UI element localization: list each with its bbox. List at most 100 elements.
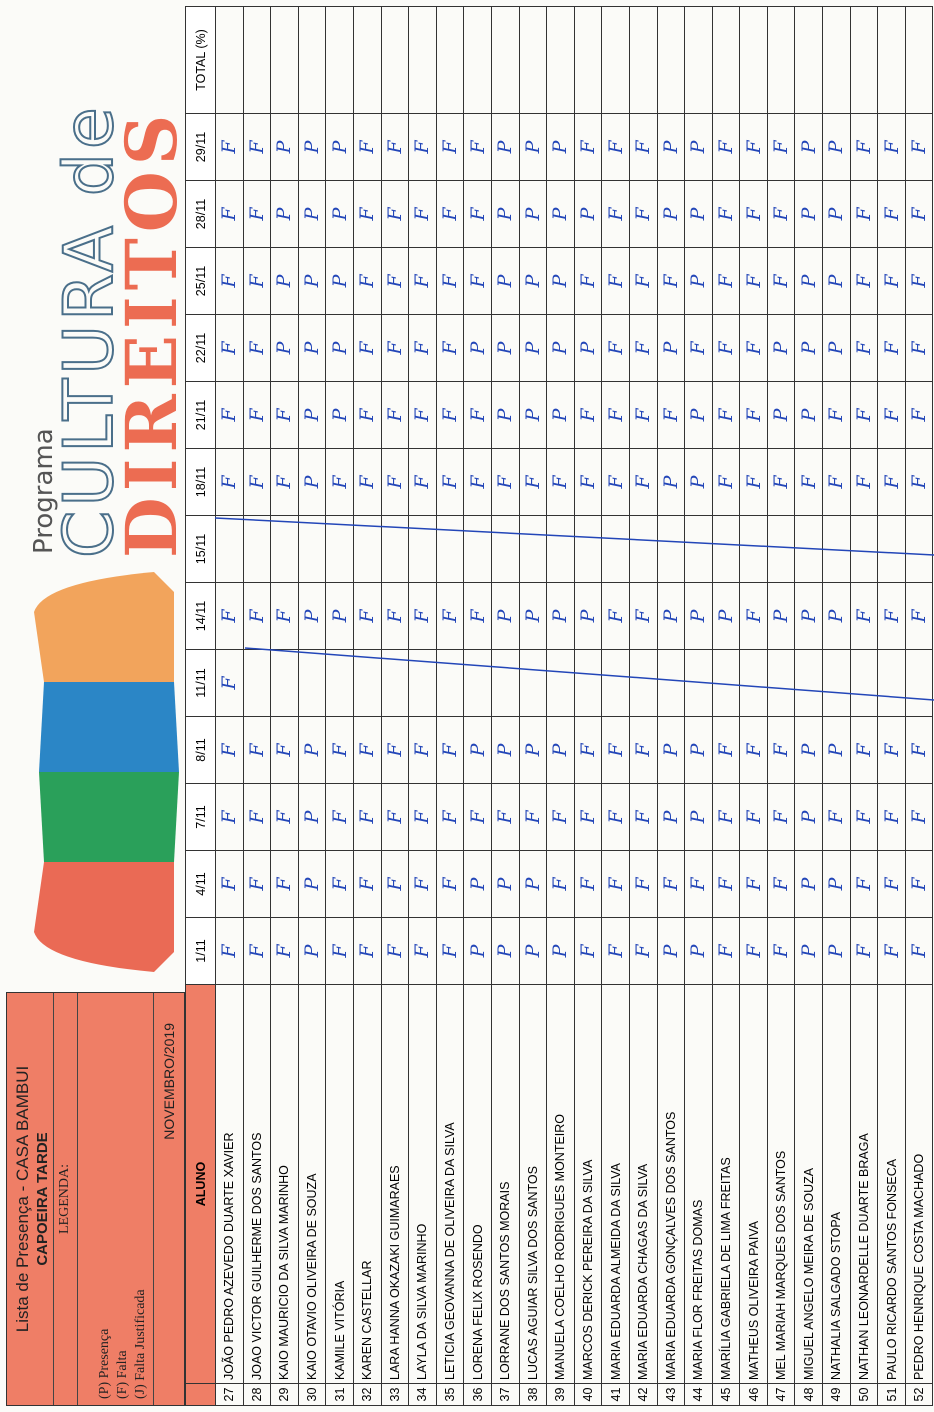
column-header: ALUNO bbox=[185, 984, 216, 1384]
total-cell bbox=[712, 6, 740, 114]
attendance-mark bbox=[243, 515, 271, 583]
attendance-mark: F bbox=[905, 113, 933, 181]
attendance-mark: F bbox=[712, 783, 740, 851]
attendance-mark: F bbox=[353, 716, 382, 784]
row-number: 44 bbox=[684, 1383, 713, 1406]
attendance-mark: F bbox=[270, 381, 299, 449]
attendance-mark: F bbox=[353, 783, 382, 851]
attendance-mark bbox=[684, 515, 713, 583]
attendance-mark: P bbox=[519, 716, 547, 784]
student-row: 32 KAREN CASTELLAR F F F F F F F F F F F bbox=[353, 6, 382, 1406]
attendance-mark: P bbox=[574, 180, 602, 248]
student-row: 39 MANUELA COELHO RODRIGUES MONTEIRO P F F P P… bbox=[546, 6, 575, 1406]
student-name: KAIO OTAVIO OLIVEIRA DE SOUZA bbox=[298, 984, 326, 1384]
attendance-mark: F bbox=[629, 381, 657, 449]
attendance-mark: F bbox=[877, 314, 906, 382]
logo-page bbox=[39, 772, 179, 862]
student-name: PAULO RICARDO SANTOS FONSECA bbox=[877, 984, 906, 1384]
attendance-mark bbox=[381, 515, 409, 583]
attendance-mark: F bbox=[905, 180, 933, 248]
attendance-mark: F bbox=[215, 649, 244, 717]
attendance-mark: P bbox=[546, 314, 575, 382]
column-header: 8/11 bbox=[185, 716, 216, 784]
student-row: 40 MARCOS DERICK PEREIRA DA SILVA F F F F P F F P… bbox=[574, 6, 602, 1406]
total-cell bbox=[574, 6, 602, 114]
student-name: MARIA FLOR FREITAS DOMAS bbox=[684, 984, 713, 1384]
student-name: MARIA EDUARDA CHAGAS DA SILVA bbox=[629, 984, 657, 1384]
attendance-mark: F bbox=[601, 716, 630, 784]
row-number: 36 bbox=[463, 1383, 492, 1406]
attendance-mark: P bbox=[684, 917, 713, 985]
attendance-mark: P bbox=[822, 180, 851, 248]
total-cell bbox=[215, 6, 244, 114]
row-number: 49 bbox=[822, 1383, 851, 1406]
attendance-mark: P bbox=[519, 314, 547, 382]
attendance-mark: P bbox=[794, 850, 823, 918]
row-number: 37 bbox=[491, 1383, 520, 1406]
row-number: 43 bbox=[657, 1383, 685, 1406]
total-cell bbox=[739, 6, 768, 114]
attendance-mark: F bbox=[629, 113, 657, 181]
attendance-mark: F bbox=[243, 314, 271, 382]
attendance-mark: F bbox=[381, 716, 409, 784]
attendance-mark: F bbox=[574, 448, 602, 516]
attendance-mark: F bbox=[739, 247, 768, 315]
logo-line1: CULTURA de bbox=[50, 103, 129, 558]
attendance-mark bbox=[794, 649, 823, 717]
column-header: 29/11 bbox=[185, 113, 216, 181]
attendance-mark: P bbox=[822, 850, 851, 918]
attendance-mark bbox=[463, 649, 492, 717]
student-name: JOAO VICTOR GUILHERME DOS SANTOS bbox=[243, 984, 271, 1384]
attendance-mark: F bbox=[381, 180, 409, 248]
attendance-mark bbox=[546, 649, 575, 717]
attendance-mark: P bbox=[298, 247, 326, 315]
attendance-mark: F bbox=[381, 381, 409, 449]
attendance-mark: P bbox=[519, 113, 547, 181]
row-number: 52 bbox=[905, 1383, 933, 1406]
attendance-mark: P bbox=[657, 314, 685, 382]
attendance-mark: F bbox=[491, 448, 520, 516]
student-name: MIGUEL ANGELO MEIRA DE SOUZA bbox=[794, 984, 823, 1384]
total-cell bbox=[270, 6, 299, 114]
legend-title: LEGENDA: bbox=[57, 1164, 72, 1234]
student-name: LORRANE DOS SANTOS MORAIS bbox=[491, 984, 520, 1384]
attendance-mark: F bbox=[353, 917, 382, 985]
attendance-mark: F bbox=[850, 113, 878, 181]
attendance-mark: F bbox=[877, 716, 906, 784]
attendance-mark: F bbox=[574, 381, 602, 449]
attendance-mark: P bbox=[519, 381, 547, 449]
attendance-mark bbox=[491, 515, 520, 583]
attendance-mark: F bbox=[436, 917, 464, 985]
attendance-mark: F bbox=[822, 448, 851, 516]
attendance-mark: F bbox=[601, 381, 630, 449]
student-row: 44 MARIA FLOR FREITAS DOMAS P F P P P P P F P P P bbox=[684, 6, 713, 1406]
attendance-mark bbox=[436, 649, 464, 717]
attendance-mark: F bbox=[629, 448, 657, 516]
attendance-mark: P bbox=[519, 582, 547, 650]
attendance-mark: F bbox=[215, 783, 244, 851]
title-box: Lista de Presença - CASA BAMBUI CAPOEIRA… bbox=[6, 992, 185, 1406]
row-number: 38 bbox=[519, 1383, 547, 1406]
attendance-mark: F bbox=[739, 850, 768, 918]
attendance-mark bbox=[712, 515, 740, 583]
column-header: 28/11 bbox=[185, 180, 216, 248]
attendance-mark: F bbox=[601, 917, 630, 985]
attendance-mark: F bbox=[574, 113, 602, 181]
attendance-mark: P bbox=[794, 783, 823, 851]
attendance-mark: F bbox=[381, 850, 409, 918]
student-row: 51 PAULO RICARDO SANTOS FONSECA F F F F F F F F F F… bbox=[877, 6, 906, 1406]
attendance-mark: P bbox=[794, 381, 823, 449]
attendance-mark: P bbox=[684, 247, 713, 315]
column-header: 11/11 bbox=[185, 649, 216, 717]
attendance-mark: F bbox=[850, 314, 878, 382]
attendance-mark: P bbox=[684, 113, 713, 181]
column-header: 4/11 bbox=[185, 850, 216, 918]
attendance-mark: P bbox=[794, 247, 823, 315]
student-row: 43 MARIA EDUARDA GONÇALVES DOS SANTOS P F P P… bbox=[657, 6, 685, 1406]
attendance-mark: P bbox=[657, 783, 685, 851]
attendance-mark: P bbox=[298, 783, 326, 851]
attendance-mark: P bbox=[519, 850, 547, 918]
attendance-mark: F bbox=[215, 381, 244, 449]
attendance-mark bbox=[353, 649, 382, 717]
attendance-mark: F bbox=[850, 448, 878, 516]
